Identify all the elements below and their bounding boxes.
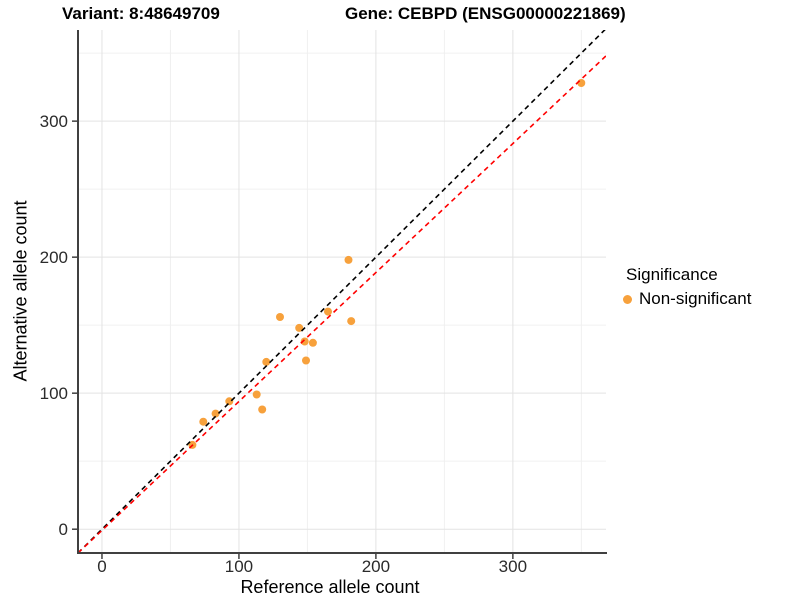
- y-tick-label: 0: [59, 520, 68, 539]
- x-tick-label: 100: [225, 557, 253, 576]
- data-point: [577, 79, 586, 87]
- data-point: [324, 307, 332, 316]
- data-point: [308, 338, 317, 347]
- data-point: [344, 255, 353, 264]
- y-tick-label: 100: [40, 384, 68, 403]
- data-point: [262, 357, 271, 366]
- non-significant-point-icon: [623, 294, 632, 304]
- variant-title: Variant: 8:48649709: [62, 4, 220, 23]
- y-tick-label: 200: [40, 248, 68, 267]
- data-point: [347, 317, 356, 326]
- data-point: [252, 390, 261, 399]
- data-point: [258, 405, 267, 414]
- data-point: [276, 313, 284, 321]
- y-axis-title: Alternative allele count: [10, 200, 31, 382]
- data-point: [295, 323, 304, 332]
- gene-title: Gene: CEBPD (ENSG00000221869): [345, 4, 626, 23]
- data-point: [211, 409, 220, 418]
- x-tick-label: 200: [362, 557, 390, 576]
- data-point: [300, 337, 309, 346]
- data-point: [302, 356, 310, 365]
- legend-item-non-significant: Non-significant: [620, 289, 751, 309]
- y-tick-label: 300: [40, 112, 68, 131]
- legend-title: Significance: [626, 265, 718, 284]
- x-tick-label: 300: [499, 557, 527, 576]
- identity-line: [78, 30, 606, 553]
- legend: Significance Non-significant: [620, 265, 751, 309]
- fit-line: [78, 55, 606, 553]
- x-axis-title: Reference allele count: [240, 577, 420, 597]
- legend-item-label: Non-significant: [639, 289, 752, 308]
- data-point: [225, 397, 234, 406]
- data-point: [199, 417, 208, 426]
- x-tick-label: 0: [97, 557, 106, 576]
